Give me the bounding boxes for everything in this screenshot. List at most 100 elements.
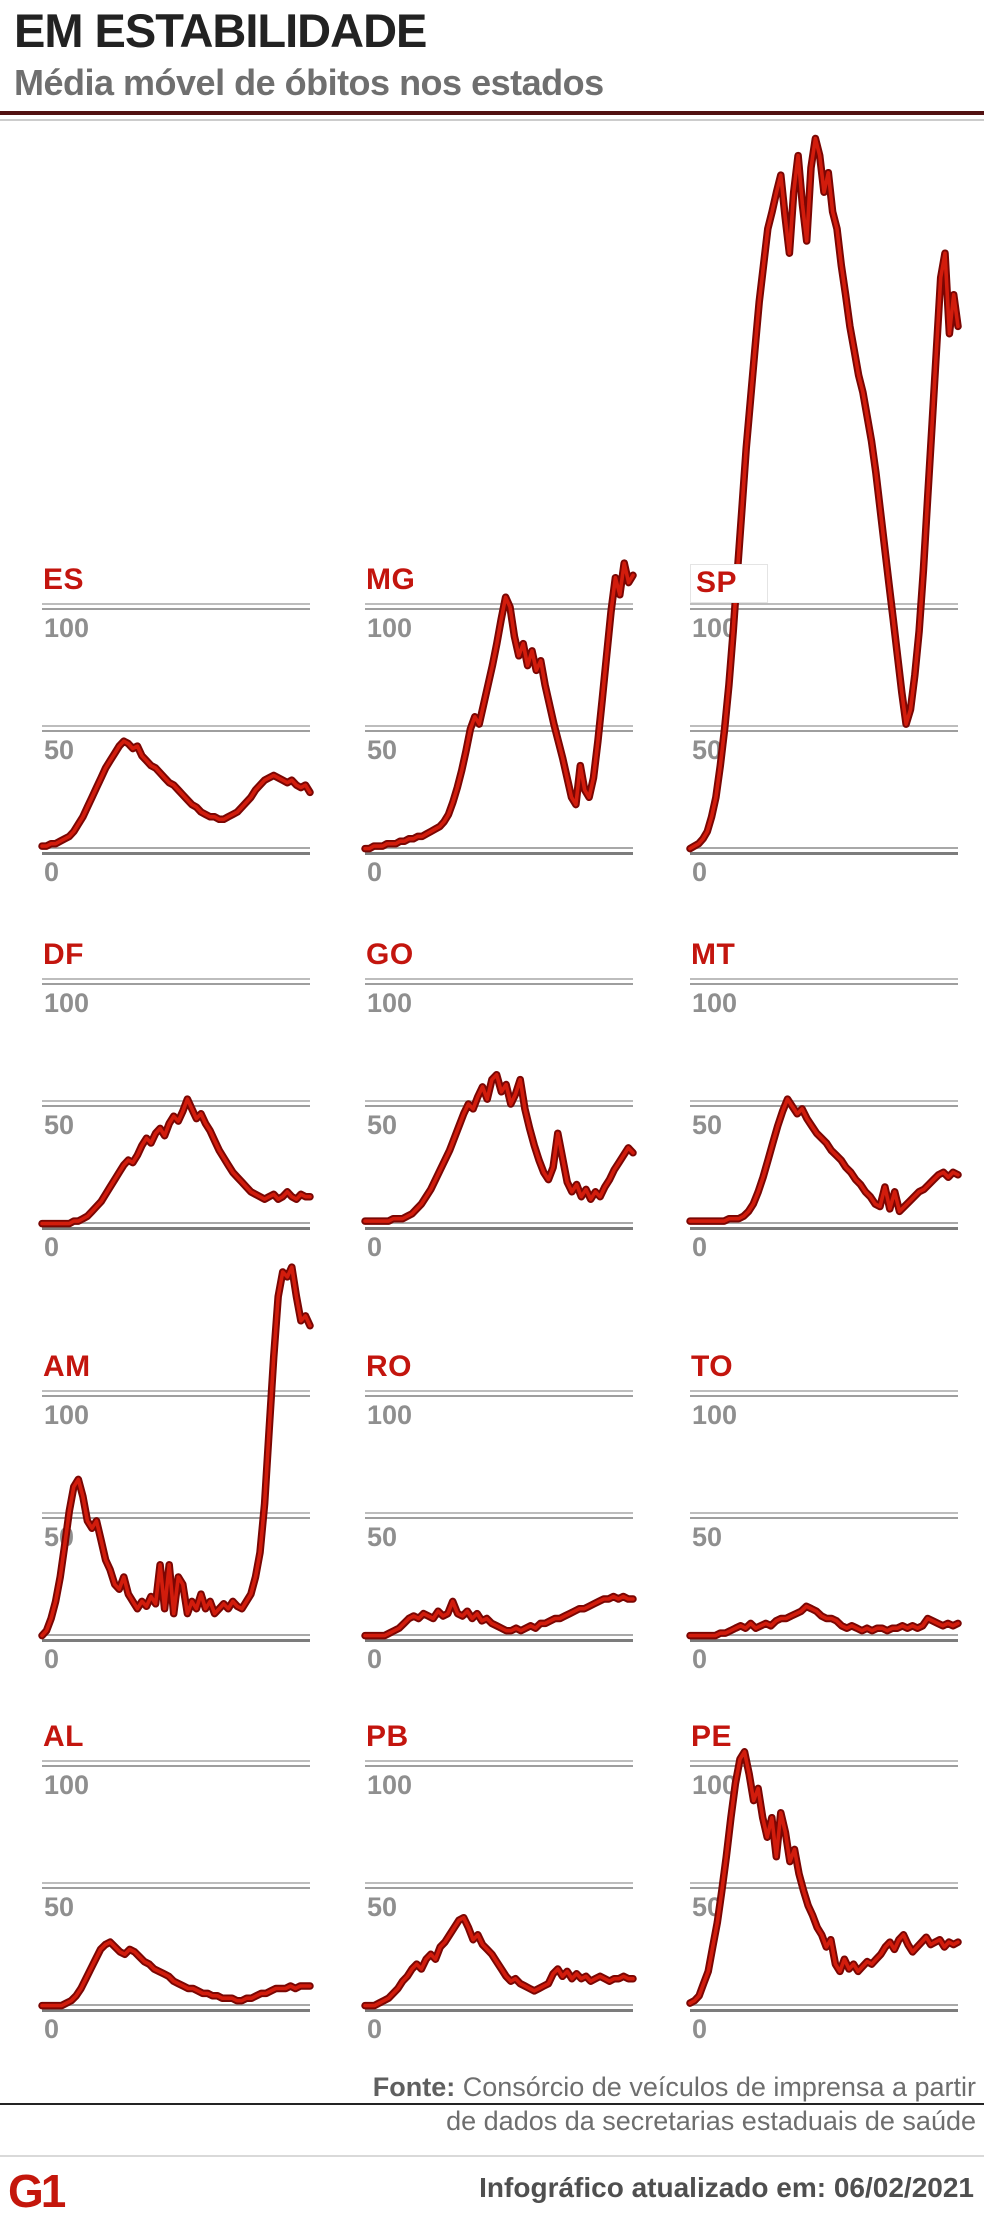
page-title: EM ESTABILIDADE bbox=[14, 4, 427, 57]
updated-timestamp: Infográfico atualizado em: 06/02/2021 bbox=[479, 2172, 974, 2203]
series-RO bbox=[363, 1594, 635, 1638]
gridline-PB-0 bbox=[365, 2004, 633, 2012]
tick-label-AL-50: 50 bbox=[44, 1892, 75, 1922]
line-chart-PE bbox=[686, 1748, 962, 2007]
state-label-PB: PB bbox=[366, 1720, 409, 1753]
gridline-ES-50 bbox=[42, 725, 310, 732]
tick-label-GO-0: 0 bbox=[367, 1232, 383, 1262]
line-chart-PB bbox=[361, 1913, 637, 2010]
gridline-GO-100 bbox=[365, 978, 633, 985]
series-PE bbox=[688, 1749, 960, 2005]
tick-label-RO-100: 100 bbox=[367, 1400, 413, 1430]
gridline-MG-50 bbox=[365, 725, 633, 732]
series-MG bbox=[363, 561, 635, 851]
tick-label-MG-0: 0 bbox=[367, 857, 383, 887]
source-line-1: Fonte: Consórcio de veículos de imprensa… bbox=[372, 2072, 976, 2102]
tick-label-AL-0: 0 bbox=[44, 2014, 60, 2044]
gridline-RO-0 bbox=[365, 1634, 633, 1642]
gridline-MG-0 bbox=[365, 847, 633, 855]
gridline-TO-0 bbox=[690, 1634, 958, 1642]
gridline-MT-0 bbox=[690, 1222, 958, 1230]
tick-label-ES-100: 100 bbox=[44, 613, 90, 643]
footer-divider-dark bbox=[0, 2103, 984, 2105]
series-PB bbox=[363, 1915, 635, 2008]
gridline-DF-100 bbox=[42, 978, 310, 985]
state-label-SP: SP bbox=[691, 565, 768, 602]
tick-label-DF-0: 0 bbox=[44, 1232, 60, 1262]
gridline-MT-50 bbox=[690, 1100, 958, 1107]
state-label-GO: GO bbox=[366, 938, 414, 971]
tick-label-DF-50: 50 bbox=[44, 1110, 75, 1140]
series-MT bbox=[688, 1097, 960, 1223]
gridline-MG-100 bbox=[365, 603, 633, 610]
series-DF bbox=[40, 1097, 312, 1226]
line-chart-DF bbox=[38, 1095, 314, 1228]
tick-label-TO-0: 0 bbox=[692, 1644, 708, 1674]
gridline-DF-50 bbox=[42, 1100, 310, 1107]
state-label-ES: ES bbox=[43, 563, 85, 596]
tick-label-AM-100: 100 bbox=[44, 1400, 90, 1430]
tick-label-GO-50: 50 bbox=[367, 1110, 398, 1140]
line-chart-AM bbox=[38, 1263, 314, 1640]
line-chart-GO bbox=[361, 1070, 637, 1225]
tick-label-PB-0: 0 bbox=[367, 2014, 383, 2044]
tick-label-RO-0: 0 bbox=[367, 1644, 383, 1674]
tick-label-MT-0: 0 bbox=[692, 1232, 708, 1262]
tick-label-ES-0: 0 bbox=[44, 857, 60, 887]
gridline-AM-0 bbox=[42, 1634, 310, 1642]
series-AL bbox=[40, 1940, 312, 2008]
gridline-GO-0 bbox=[365, 1222, 633, 1230]
tick-label-MG-100: 100 bbox=[367, 613, 413, 643]
state-label-MG: MG bbox=[366, 563, 416, 596]
tick-label-PE-100: 100 bbox=[692, 1770, 738, 1800]
tick-label-DF-100: 100 bbox=[44, 988, 90, 1018]
source-credit: Fonte: Consórcio de veículos de imprensa… bbox=[373, 2070, 976, 2138]
source-prefix: Fonte: bbox=[372, 2072, 456, 2102]
g1-logo: G1 bbox=[8, 2165, 66, 2217]
gridline-DF-0 bbox=[42, 1222, 310, 1230]
tick-label-PE-0: 0 bbox=[692, 2014, 708, 2044]
state-label-AL: AL bbox=[43, 1720, 84, 1753]
line-chart-MT bbox=[686, 1095, 962, 1225]
gridline-PE-100 bbox=[690, 1760, 958, 1767]
gridline-ES-0 bbox=[42, 847, 310, 855]
series-PE bbox=[686, 1748, 962, 2007]
tick-label-AM-0: 0 bbox=[44, 1644, 60, 1674]
state-label-MT: MT bbox=[691, 938, 736, 971]
tick-label-RO-50: 50 bbox=[367, 1522, 398, 1552]
tick-label-MG-50: 50 bbox=[367, 735, 398, 765]
series-AM bbox=[40, 1265, 312, 1638]
gridline-AL-0 bbox=[42, 2004, 310, 2012]
line-chart-TO bbox=[686, 1602, 962, 1640]
gridline-AL-100 bbox=[42, 1760, 310, 1767]
state-label-PE: PE bbox=[691, 1720, 733, 1753]
gridline-AM-100 bbox=[42, 1390, 310, 1397]
line-chart-AL bbox=[38, 1938, 314, 2010]
gridline-AM-50 bbox=[42, 1512, 310, 1519]
tick-label-PB-50: 50 bbox=[367, 1892, 398, 1922]
state-label-DF: DF bbox=[43, 938, 84, 971]
line-chart-MG bbox=[361, 559, 637, 853]
series-AL bbox=[38, 1938, 314, 2010]
header-divider-red bbox=[0, 111, 984, 115]
gridline-TO-50 bbox=[690, 1512, 958, 1519]
series-SP bbox=[688, 136, 960, 851]
tick-label-MT-100: 100 bbox=[692, 988, 738, 1018]
gridline-PE-0 bbox=[690, 2004, 958, 2012]
state-label-RO: RO bbox=[366, 1350, 412, 1383]
tick-label-TO-100: 100 bbox=[692, 1400, 738, 1430]
tick-label-SP-50: 50 bbox=[692, 735, 723, 765]
gridline-RO-50 bbox=[365, 1512, 633, 1519]
gridline-RO-100 bbox=[365, 1390, 633, 1397]
tick-label-AL-100: 100 bbox=[44, 1770, 90, 1800]
line-chart-SP bbox=[686, 134, 962, 853]
header-divider-gray bbox=[0, 119, 984, 121]
gridline-PB-50 bbox=[365, 1882, 633, 1889]
series-ES bbox=[40, 739, 312, 848]
series-GO bbox=[363, 1072, 635, 1223]
gridline-TO-100 bbox=[690, 1390, 958, 1397]
gridline-SP-0 bbox=[690, 847, 958, 855]
tick-label-GO-100: 100 bbox=[367, 988, 413, 1018]
